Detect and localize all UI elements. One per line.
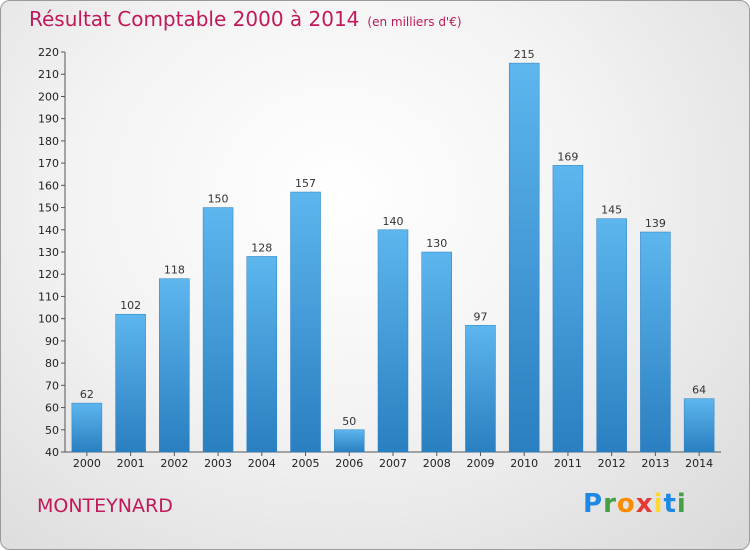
value-label-2000: 62 — [80, 388, 94, 401]
bar-2006 — [334, 429, 365, 453]
bar-2008 — [421, 251, 452, 453]
y-tick-label: 180 — [38, 135, 59, 148]
y-tick-label: 80 — [45, 357, 59, 370]
x-tick-label-2010: 2010 — [510, 457, 538, 470]
value-label-2005: 157 — [295, 177, 316, 190]
y-tick-label: 210 — [38, 68, 59, 81]
value-label-2013: 139 — [645, 217, 666, 230]
y-tick-label: 120 — [38, 268, 59, 281]
y-tick-label: 70 — [45, 379, 59, 392]
x-tick-label-2003: 2003 — [204, 457, 232, 470]
chart-value-labels: 62 102 118 150 128 157 50 140 130 97 215 169 145 139 6… — [80, 48, 706, 428]
value-label-2009: 97 — [473, 310, 487, 323]
value-label-2010: 215 — [514, 48, 535, 61]
y-tick-label: 40 — [45, 446, 59, 459]
x-tick-label-2002: 2002 — [160, 457, 188, 470]
y-tick-label: 90 — [45, 335, 59, 348]
x-tick-label-2009: 2009 — [466, 457, 494, 470]
chart-axes: 40 50 60 70 80 90 100 110 120 130 140 150 160 170 180 1… — [38, 46, 721, 470]
bar-2009 — [465, 325, 496, 453]
bar-2014 — [683, 398, 715, 453]
y-tick-label: 140 — [38, 224, 59, 237]
chart-subtitle: (en milliers d'€) — [367, 15, 462, 29]
y-tick-label: 50 — [45, 424, 59, 437]
x-tick-label-2011: 2011 — [554, 457, 582, 470]
x-tick-label-2004: 2004 — [248, 457, 276, 470]
value-label-2001: 102 — [120, 299, 141, 312]
bar-2007 — [377, 229, 409, 453]
chart-title: Résultat Comptable 2000 à 2014 (en millie… — [29, 7, 462, 31]
x-tick-label-2007: 2007 — [379, 457, 407, 470]
bar-2001 — [115, 313, 146, 453]
chart-title-text: Résultat Comptable 2000 à 2014 — [29, 7, 360, 31]
bar-2005 — [290, 191, 321, 453]
value-label-2004: 128 — [251, 241, 272, 254]
value-label-2002: 118 — [164, 264, 185, 277]
bar-2002 — [159, 278, 190, 453]
value-label-2007: 140 — [383, 215, 404, 228]
y-tick-label: 170 — [38, 157, 59, 170]
bar-2003 — [202, 207, 234, 453]
x-tick-label-2005: 2005 — [292, 457, 320, 470]
y-tick-label: 200 — [38, 90, 59, 103]
value-label-2006: 50 — [342, 415, 356, 428]
value-label-2014: 64 — [692, 384, 706, 397]
bar-2000 — [71, 402, 103, 453]
value-label-2012: 145 — [601, 204, 622, 217]
y-tick-label: 150 — [38, 202, 59, 215]
value-label-2011: 169 — [557, 150, 578, 163]
bar-2004 — [246, 256, 278, 453]
y-tick-label: 130 — [38, 246, 59, 259]
proxiti-logo: Proxiti — [583, 489, 687, 519]
x-tick-label-2001: 2001 — [117, 457, 145, 470]
bar-2013 — [640, 231, 671, 453]
y-tick-label: 190 — [38, 113, 59, 126]
y-tick-label: 110 — [38, 290, 59, 303]
chart-bars — [71, 62, 715, 453]
value-label-2008: 130 — [426, 237, 447, 250]
bar-2012 — [596, 218, 627, 453]
bar-2010 — [508, 62, 540, 453]
x-tick-label-2012: 2012 — [598, 457, 626, 470]
value-label-2003: 150 — [208, 193, 229, 206]
y-tick-label: 160 — [38, 179, 59, 192]
y-tick-label: 60 — [45, 402, 59, 415]
x-tick-label-2000: 2000 — [73, 457, 101, 470]
bar-2011 — [552, 165, 584, 453]
x-tick-label-2006: 2006 — [335, 457, 363, 470]
place-name: MONTEYNARD — [37, 495, 173, 517]
x-tick-label-2008: 2008 — [423, 457, 451, 470]
y-tick-label: 220 — [38, 46, 59, 59]
x-tick-label-2013: 2013 — [641, 457, 669, 470]
y-tick-label: 100 — [38, 313, 59, 326]
x-tick-label-2014: 2014 — [685, 457, 713, 470]
